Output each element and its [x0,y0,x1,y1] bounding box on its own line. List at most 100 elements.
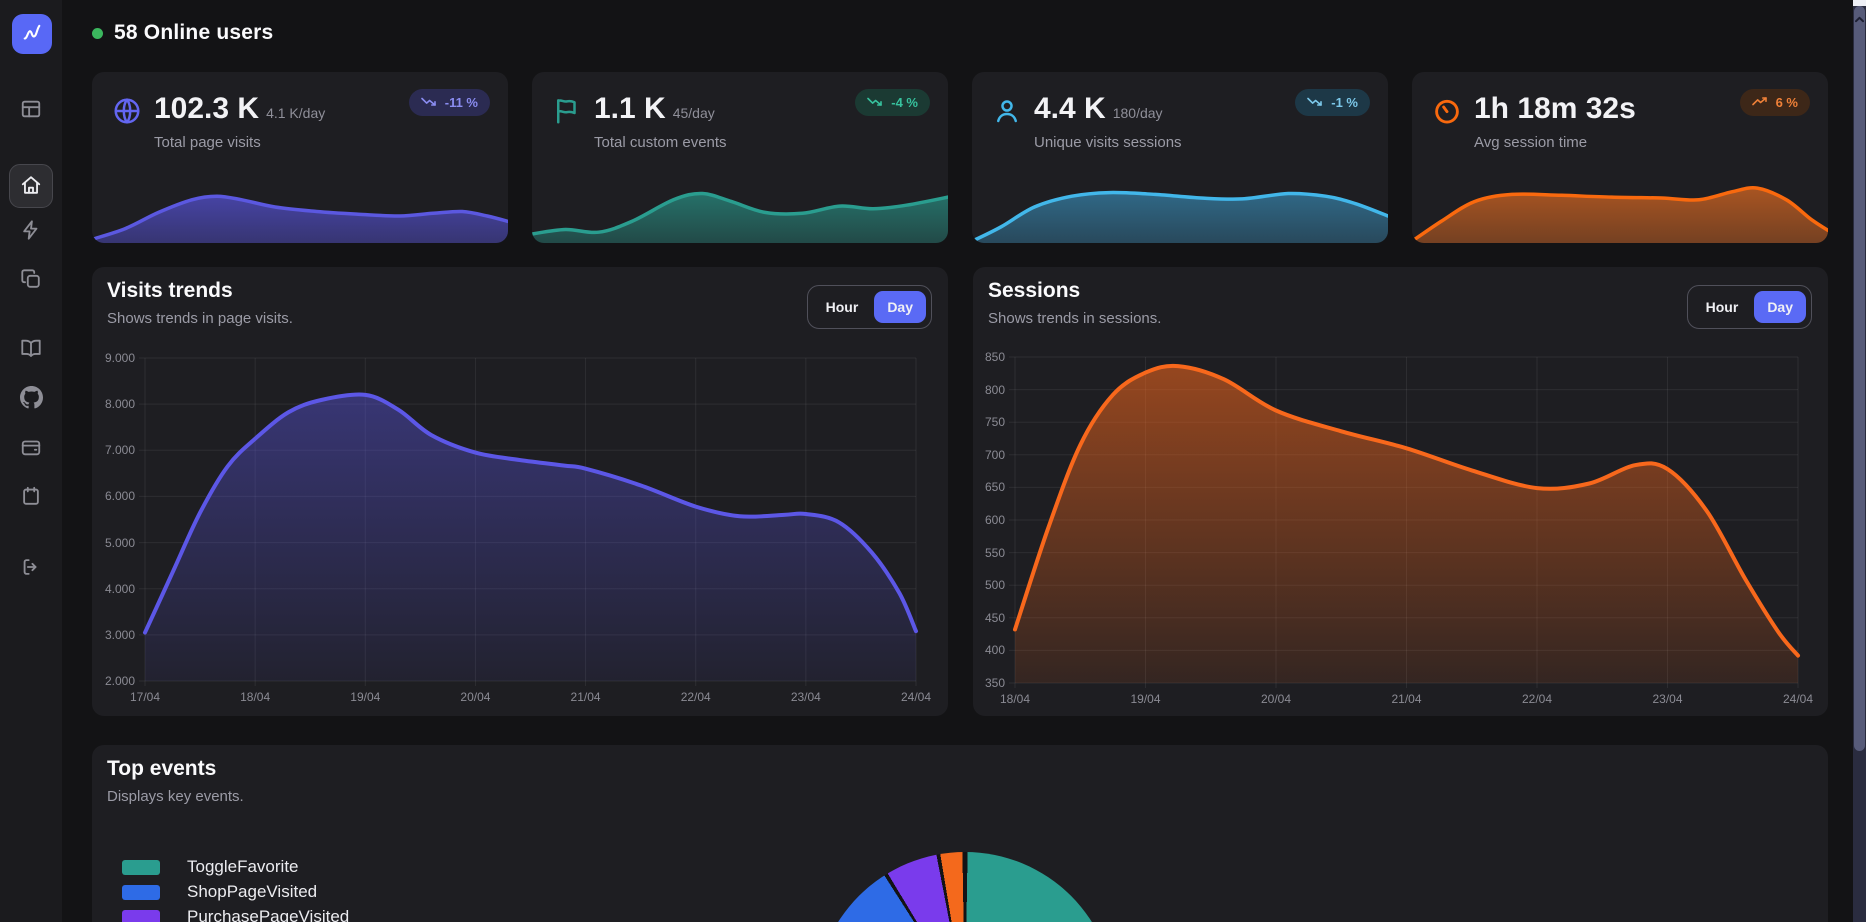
y-tick-label: 4.000 [104,581,135,596]
sidebar-item-book[interactable] [9,327,53,371]
stat-label: Avg session time [1474,134,1588,151]
stat-value: 1.1 K 45/day [594,92,715,125]
logout-icon [20,556,42,581]
vertical-scrollbar[interactable] [1853,0,1866,922]
y-tick-label: 650 [984,480,1005,495]
x-tick-label: 17/04 [129,690,161,704]
legend-item-purchasepagevisited[interactable]: PurchasePageVisited [122,907,350,922]
visits-line-chart[interactable] [139,357,918,686]
legend-swatch [122,884,160,900]
sparkline-chart [92,171,508,243]
scrollbar-thumb[interactable] [1854,6,1865,751]
legend-swatch [122,859,160,875]
sidebar [0,0,62,922]
legend-label: PurchasePageVisited [187,907,350,922]
app-logo[interactable] [12,14,52,54]
sidebar-item-zap[interactable] [9,209,53,253]
stat-rate: 4.1 K/day [266,105,326,121]
sidebar-item-github[interactable] [9,377,53,421]
user-icon [992,96,1022,126]
sparkline-chart [1412,171,1828,243]
sparkline-chart [972,171,1388,243]
calendar-icon [20,485,42,510]
book-icon [20,337,42,362]
x-tick-label: 24/04 [900,690,932,704]
trend-badge: -4 % [855,89,930,116]
legend-label: ShopPageVisited [187,882,318,901]
panel-title: Visits trends [107,279,233,302]
stat-value: 102.3 K 4.1 K/day [154,92,326,125]
x-tick-label: 20/04 [460,690,491,704]
y-tick-label: 400 [984,643,1005,658]
y-tick-label: 3.000 [104,627,135,642]
trend-badge: -1 % [1295,89,1370,116]
panel-subtitle: Shows trends in page visits. [107,310,293,327]
stat-value: 1h 18m 32s [1474,92,1636,125]
legend-item-togglefavorite[interactable]: ToggleFavorite [122,857,299,876]
x-tick-label: 19/04 [1130,692,1161,706]
trending-down-icon [1307,95,1323,110]
sessions-line-chart[interactable] [1009,356,1800,688]
x-tick-label: 21/04 [570,690,601,704]
toggle-day-button[interactable]: Day [874,291,926,323]
y-tick-label: 550 [984,545,1005,560]
top-events-pie-chart[interactable] [815,852,1115,922]
y-tick-label: 500 [984,578,1005,593]
x-tick-label: 22/04 [680,690,711,704]
flag-icon [552,96,582,126]
online-status-dot [92,27,103,39]
y-tick-label: 450 [984,610,1005,625]
x-tick-label: 21/04 [1391,692,1422,706]
panel-subtitle: Displays key events. [107,788,244,805]
interval-toggle: Hour Day [1686,285,1812,329]
sparkline-chart [532,171,948,243]
panels-icon [20,98,42,123]
x-tick-label: 23/04 [1652,692,1683,706]
logo-wave-icon [19,19,45,50]
globe-icon [112,96,142,126]
chevron-up-icon[interactable] [1855,10,1864,28]
scrollbar-top-cap [1853,0,1866,6]
sessions-panel: Sessions Shows trends in sessions. Hour … [973,267,1828,716]
trend-badge: -11 % [408,89,490,116]
stat-rate: 180/day [1112,105,1163,121]
legend-label: ToggleFavorite [187,857,299,876]
x-tick-label: 18/04 [999,692,1031,706]
top-events-panel: Top events Displays key events. ToggleFa… [92,745,1828,922]
toggle-day-button[interactable]: Day [1754,291,1806,323]
sidebar-item-logout[interactable] [9,546,53,590]
toggle-hour-button[interactable]: Hour [813,291,872,323]
legend-item-shoppagevisited[interactable]: ShopPageVisited [122,882,318,901]
timer-icon [1432,96,1462,126]
x-tick-label: 22/04 [1521,692,1553,706]
trending-up-icon [1751,95,1768,110]
visits-trends-panel: Visits trends Shows trends in page visit… [92,267,948,716]
panel-title: Sessions [988,279,1081,302]
stat-card-total-page-visits: 102.3 K 4.1 K/day Total page visits -11 % [92,72,508,243]
y-tick-label: 5.000 [104,535,135,550]
sidebar-item-home[interactable] [9,164,53,208]
copy-icon [20,268,42,293]
y-tick-label: 750 [984,415,1005,430]
x-tick-label: 18/04 [240,690,271,704]
y-tick-label: 8.000 [104,397,135,412]
stat-card-avg-session-time: 1h 18m 32s Avg session time 6 % [1412,72,1828,243]
toggle-hour-button[interactable]: Hour [1693,291,1752,323]
github-icon [19,386,43,412]
sidebar-item-panels[interactable] [9,88,53,132]
panel-title: Top events [107,757,217,780]
online-users-header: 58 Online users [92,20,273,46]
wallet-icon [20,436,42,461]
interval-toggle: Hour Day [806,285,932,329]
y-tick-label: 9.000 [104,351,135,365]
y-tick-label: 7.000 [104,443,135,458]
y-tick-label: 700 [984,447,1005,462]
sidebar-item-wallet[interactable] [9,426,53,470]
page-title: 58 Online users [114,21,274,44]
sidebar-item-copy[interactable] [9,258,53,302]
sidebar-item-calendar[interactable] [9,475,53,519]
home-icon [20,174,42,199]
stat-label: Total custom events [594,134,727,151]
stat-label: Total page visits [154,134,261,151]
